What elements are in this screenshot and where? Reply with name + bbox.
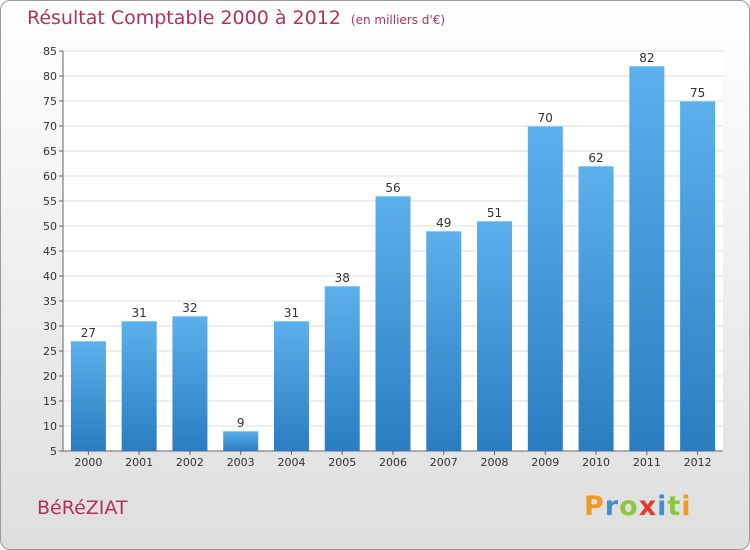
bar bbox=[680, 101, 716, 451]
x-tick-label: 2003 bbox=[227, 456, 255, 469]
logo-letter: P bbox=[584, 491, 605, 522]
y-tick-label: 80 bbox=[43, 70, 57, 83]
x-tick-label: 2005 bbox=[328, 456, 356, 469]
bar bbox=[121, 321, 157, 451]
data-label: 75 bbox=[690, 86, 705, 100]
bar bbox=[273, 321, 309, 451]
bar bbox=[172, 316, 208, 451]
data-label: 62 bbox=[588, 151, 603, 165]
logo-letter: i bbox=[657, 491, 668, 522]
y-tick-label: 65 bbox=[43, 145, 57, 158]
proxiti-logo: Proxiti bbox=[584, 491, 692, 522]
y-tick-label: 40 bbox=[43, 270, 57, 283]
bar bbox=[375, 196, 411, 451]
x-tick-label: 2012 bbox=[684, 456, 712, 469]
y-tick-label: 15 bbox=[43, 395, 57, 408]
logo-letter: t bbox=[667, 491, 682, 522]
logo-letter: r bbox=[604, 491, 620, 522]
logo-letter: x bbox=[638, 491, 658, 522]
data-label: 31 bbox=[284, 306, 299, 320]
bar bbox=[578, 166, 614, 451]
x-tick-label: 2006 bbox=[379, 456, 407, 469]
x-tick-label: 2009 bbox=[531, 456, 559, 469]
data-label: 27 bbox=[81, 326, 96, 340]
x-tick-label: 2002 bbox=[176, 456, 204, 469]
data-label: 38 bbox=[335, 271, 350, 285]
y-tick-label: 20 bbox=[43, 370, 57, 383]
y-tick-label: 55 bbox=[43, 195, 57, 208]
data-label: 51 bbox=[487, 206, 502, 220]
x-tick-label: 2007 bbox=[430, 456, 458, 469]
y-tick-label: 70 bbox=[43, 120, 57, 133]
bar bbox=[629, 66, 665, 451]
logo-letter: o bbox=[619, 491, 639, 522]
x-tick-label: 2008 bbox=[481, 456, 509, 469]
commune-name: BéRéZIAT bbox=[37, 497, 128, 519]
chart-title: Résultat Comptable 2000 à 2012 (en millie… bbox=[27, 7, 445, 29]
y-tick-label: 30 bbox=[43, 320, 57, 333]
bar bbox=[477, 221, 513, 451]
y-tick-label: 75 bbox=[43, 95, 57, 108]
data-label: 49 bbox=[436, 216, 451, 230]
chart-title-text: Résultat Comptable 2000 à 2012 bbox=[27, 7, 341, 29]
x-tick-label: 2004 bbox=[277, 456, 305, 469]
y-tick-label: 85 bbox=[43, 45, 57, 58]
data-label: 32 bbox=[182, 301, 197, 315]
logo-letter: i bbox=[681, 491, 692, 522]
x-tick-label: 2011 bbox=[633, 456, 661, 469]
y-tick-label: 25 bbox=[43, 345, 57, 358]
data-label: 82 bbox=[639, 51, 654, 65]
bar bbox=[324, 286, 360, 451]
bar bbox=[223, 431, 259, 451]
y-tick-label: 5 bbox=[50, 445, 57, 458]
chart-unit: (en milliers d'€) bbox=[350, 13, 446, 27]
y-tick-label: 45 bbox=[43, 245, 57, 258]
y-tick-label: 35 bbox=[43, 295, 57, 308]
data-label: 56 bbox=[385, 181, 400, 195]
data-label: 31 bbox=[132, 306, 147, 320]
x-tick-label: 2000 bbox=[74, 456, 102, 469]
data-label: 70 bbox=[538, 111, 553, 125]
data-label: 9 bbox=[237, 416, 245, 430]
y-tick-label: 10 bbox=[43, 420, 57, 433]
x-tick-label: 2001 bbox=[125, 456, 153, 469]
bar bbox=[527, 126, 563, 451]
bar bbox=[70, 341, 106, 451]
x-tick-label: 2010 bbox=[582, 456, 610, 469]
y-tick-label: 60 bbox=[43, 170, 57, 183]
y-tick-label: 50 bbox=[43, 220, 57, 233]
bar bbox=[426, 231, 462, 451]
